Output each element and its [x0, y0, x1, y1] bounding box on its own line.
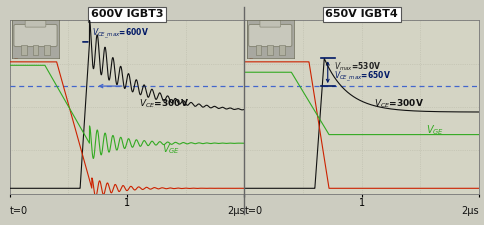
Text: $I_C$=300A: $I_C$=300A — [245, 49, 288, 62]
Text: $V_{GE}$: $V_{GE}$ — [426, 123, 444, 137]
Text: $V_{CE}$=300V: $V_{CE}$=300V — [139, 98, 189, 110]
Title: 600V IGBT3: 600V IGBT3 — [91, 9, 163, 20]
Text: $I_C$=300A: $I_C$=300A — [11, 49, 53, 62]
Text: t=0: t=0 — [244, 206, 262, 216]
Text: $V_{max}$=530V: $V_{max}$=530V — [333, 60, 381, 73]
Title: 650V IGBT4: 650V IGBT4 — [325, 9, 398, 20]
Text: t=0: t=0 — [10, 206, 28, 216]
Text: $V_{CE\_max}$=650V: $V_{CE\_max}$=650V — [333, 70, 391, 84]
Text: $V_{CE\_max}$=600V: $V_{CE\_max}$=600V — [92, 27, 149, 41]
Text: 2µs: 2µs — [227, 206, 244, 216]
Text: $V_{GE}$: $V_{GE}$ — [162, 142, 181, 156]
Text: 2µs: 2µs — [462, 206, 479, 216]
Text: $V_{CE}$=300V: $V_{CE}$=300V — [374, 98, 424, 110]
